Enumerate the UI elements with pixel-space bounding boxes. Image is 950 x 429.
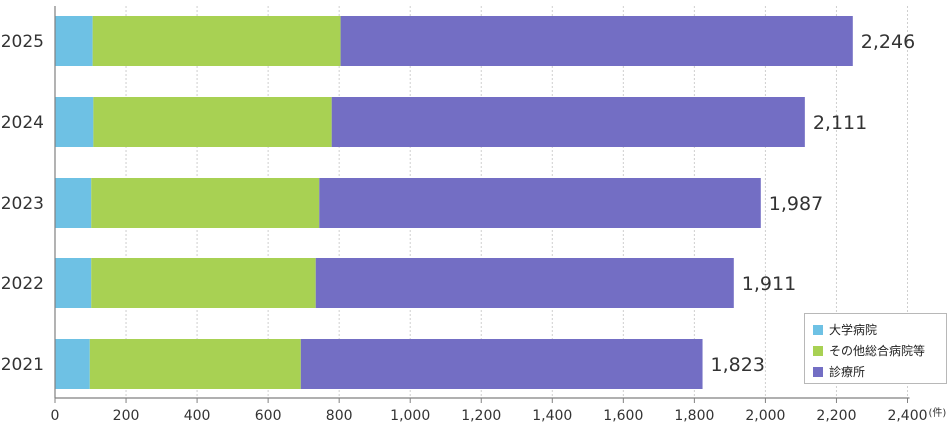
legend-swatch-clinics [813,366,823,377]
bar-segment-2024-2 [331,97,805,147]
x-tick-label: 1,000 [390,408,430,424]
legend-item-other-general-hospitals: その他総合病院等 [813,340,938,361]
category-label-2023: 2023 [1,194,44,214]
bar-segment-2021-2 [300,339,703,389]
category-label-2022: 2022 [1,274,44,294]
category-label-2024: 2024 [1,113,44,133]
category-label-2025: 2025 [1,32,44,52]
legend-label-clinics: 診療所 [829,365,866,379]
total-label-2021: 1,823 [711,354,765,376]
bar-segment-2024-1 [93,97,332,147]
legend-label-other-general-hospitals: その他総合病院等 [829,344,926,358]
bar-segment-2025-2 [340,16,853,66]
legend-label-university-hospital: 大学病院 [829,323,878,337]
x-tick-label: 1,400 [532,408,572,424]
legend-item-university-hospital: 大学病院 [813,319,938,340]
x-unit-label: (件) [929,407,947,419]
bar-segment-2022-0 [55,258,92,308]
x-tick-label: 1,600 [603,408,643,424]
total-label-2022: 1,911 [742,273,796,295]
category-label-2021: 2021 [1,355,44,375]
x-tick-label: 600 [255,408,282,424]
x-tick-label: 400 [184,408,211,424]
bar-segment-2022-2 [315,258,734,308]
bar-segment-2023-2 [319,178,761,228]
axes: 0 200 400 600 800 1,000 1,200 1,400 1,600 1,800 2,… [51,6,947,424]
labels: 2025 2,246 2024 2,111 2023 1,987 2022 1,911 2021… [1,31,915,376]
bar-segment-2023-1 [91,178,320,228]
total-label-2024: 2,111 [813,112,867,134]
total-label-2023: 1,987 [769,193,823,215]
x-tick-label: 800 [326,408,353,424]
bar-segment-2022-1 [91,258,316,308]
bar-segment-2021-0 [55,339,90,389]
x-tick-label: 2,400 [887,408,927,424]
x-tick-label: 1,200 [461,408,501,424]
bar-segment-2024-0 [55,97,94,147]
bar-segment-2021-1 [89,339,301,389]
bars [55,16,853,389]
x-tick-label: 200 [113,408,140,424]
chart-legend: 大学病院 その他総合病院等 診療所 [804,313,947,384]
x-tick-label: 0 [51,408,60,424]
x-tick-label: 2,000 [745,408,785,424]
bar-segment-2023-0 [55,178,92,228]
legend-swatch-other-general-hospitals [813,345,823,356]
legend-swatch-university-hospital [813,324,823,335]
x-tick-label: 1,800 [674,408,714,424]
x-tick-label: 2,200 [816,408,856,424]
bar-segment-2025-1 [92,16,341,66]
bar-segment-2025-0 [55,16,93,66]
legend-item-clinics: 診療所 [813,361,938,382]
total-label-2025: 2,246 [861,31,915,53]
